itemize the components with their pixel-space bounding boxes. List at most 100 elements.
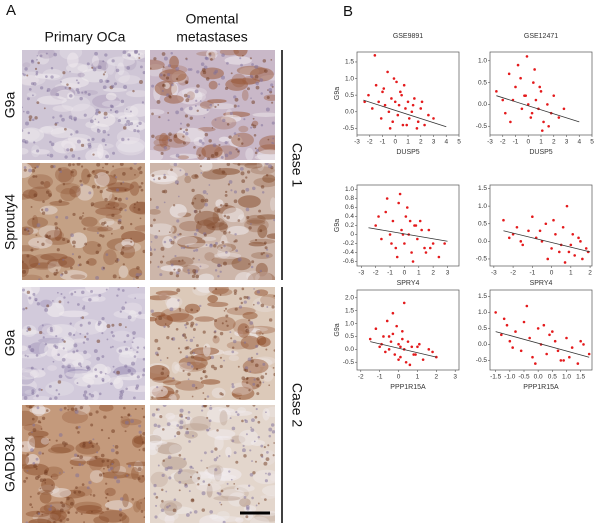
tissue-nucleus: [142, 368, 145, 372]
tissue-nucleus: [104, 143, 107, 146]
data-point: [514, 85, 517, 89]
tissue-nucleus: [46, 88, 51, 92]
x-tick-label: -1: [387, 270, 393, 277]
tissue-nucleus: [92, 67, 97, 72]
tissue-nucleus: [248, 484, 251, 487]
tissue-nucleus: [72, 350, 76, 354]
tissue-nucleus: [229, 417, 232, 420]
tissue-nucleus: [97, 323, 101, 326]
tissue-texture: [133, 500, 141, 513]
tissue-texture: [113, 465, 127, 476]
tissue-nucleus: [71, 170, 74, 174]
tissue-nucleus: [265, 107, 270, 112]
tissue-nucleus: [35, 457, 39, 461]
tissue-nucleus: [23, 396, 28, 400]
tissue-nucleus: [168, 94, 172, 98]
tissue-nucleus: [170, 168, 173, 172]
y-tick-label: -0.6: [343, 258, 355, 265]
tissue-nucleus: [101, 138, 106, 143]
tissue-nucleus: [126, 108, 128, 110]
tissue-nucleus: [115, 259, 119, 263]
tissue-nucleus: [75, 79, 78, 82]
tissue-nucleus: [163, 325, 166, 328]
tissue-nucleus: [233, 132, 237, 135]
tissue-nucleus: [131, 497, 135, 501]
tissue-texture: [150, 150, 164, 160]
tissue-nucleus: [189, 351, 193, 355]
tissue-nucleus: [55, 122, 58, 125]
tissue-nucleus: [245, 296, 249, 299]
tissue-nucleus: [179, 107, 184, 111]
tissue-nucleus: [182, 246, 186, 250]
tissue-nucleus: [162, 255, 165, 258]
tissue-nucleus: [96, 339, 101, 344]
tissue-texture: [231, 257, 252, 271]
y-tick-label: -0.5: [343, 359, 355, 366]
tissue-texture: [122, 302, 143, 315]
tissue-nucleus: [192, 467, 194, 470]
histology-image: [150, 287, 275, 400]
tissue-nucleus: [70, 233, 74, 238]
histology-image: [150, 163, 275, 280]
tissue-nucleus: [34, 175, 38, 178]
tissue-nucleus: [87, 321, 91, 325]
data-point: [534, 98, 538, 102]
tissue-nucleus: [210, 355, 215, 360]
tissue-texture: [85, 509, 105, 515]
tissue-nucleus: [103, 111, 108, 116]
tissue-nucleus: [177, 299, 180, 302]
tissue-nucleus: [43, 107, 46, 110]
tissue-nucleus: [264, 498, 267, 501]
plot-frame: [356, 184, 460, 267]
tissue-nucleus: [214, 287, 218, 291]
tissue-nucleus: [142, 447, 145, 452]
tissue-nucleus: [163, 175, 167, 180]
tissue-nucleus: [115, 188, 120, 192]
x-tick-label: -1.5: [490, 374, 502, 381]
tissue-nucleus: [179, 425, 183, 430]
tissue-nucleus: [127, 123, 131, 127]
tissue-nucleus: [173, 498, 177, 501]
tissue-nucleus: [37, 492, 40, 495]
tissue-nucleus: [190, 365, 194, 368]
data-point: [381, 90, 384, 94]
tissue-nucleus: [205, 56, 209, 61]
tissue-texture: [189, 415, 211, 432]
tissue-nucleus: [153, 423, 158, 428]
tissue-texture: [23, 423, 43, 432]
tissue-nucleus: [173, 235, 177, 239]
data-point: [374, 83, 378, 87]
tissue-texture: [129, 103, 145, 117]
tissue-nucleus: [185, 513, 190, 517]
tissue-nucleus: [124, 420, 129, 425]
tissue-nucleus: [268, 318, 273, 322]
tissue-texture: [204, 252, 215, 261]
tissue-nucleus: [65, 216, 69, 220]
tissue-nucleus: [200, 459, 203, 462]
tissue-texture: [216, 510, 230, 520]
tissue-nucleus: [256, 377, 260, 381]
tissue-texture: [50, 473, 59, 480]
tissue-nucleus: [71, 467, 74, 469]
data-point: [418, 342, 421, 346]
tissue-nucleus: [87, 92, 91, 96]
data-point: [547, 124, 550, 128]
tissue-nucleus: [45, 52, 48, 55]
tissue-nucleus: [130, 237, 132, 240]
tissue-nucleus: [122, 172, 126, 176]
tissue-nucleus: [209, 405, 212, 406]
tissue-nucleus: [109, 104, 113, 108]
tissue-nucleus: [194, 209, 198, 214]
data-point: [378, 345, 381, 349]
data-point: [416, 237, 419, 241]
data-point: [526, 103, 530, 106]
tissue-nucleus: [221, 240, 225, 244]
histology-image: [22, 50, 145, 160]
tissue-nucleus: [150, 309, 154, 313]
tissue-nucleus: [88, 412, 93, 416]
tissue-nucleus: [116, 294, 119, 297]
tissue-texture: [28, 518, 52, 523]
tissue-nucleus: [116, 257, 119, 261]
tissue-nucleus: [62, 182, 66, 186]
tissue-nucleus: [76, 382, 79, 384]
